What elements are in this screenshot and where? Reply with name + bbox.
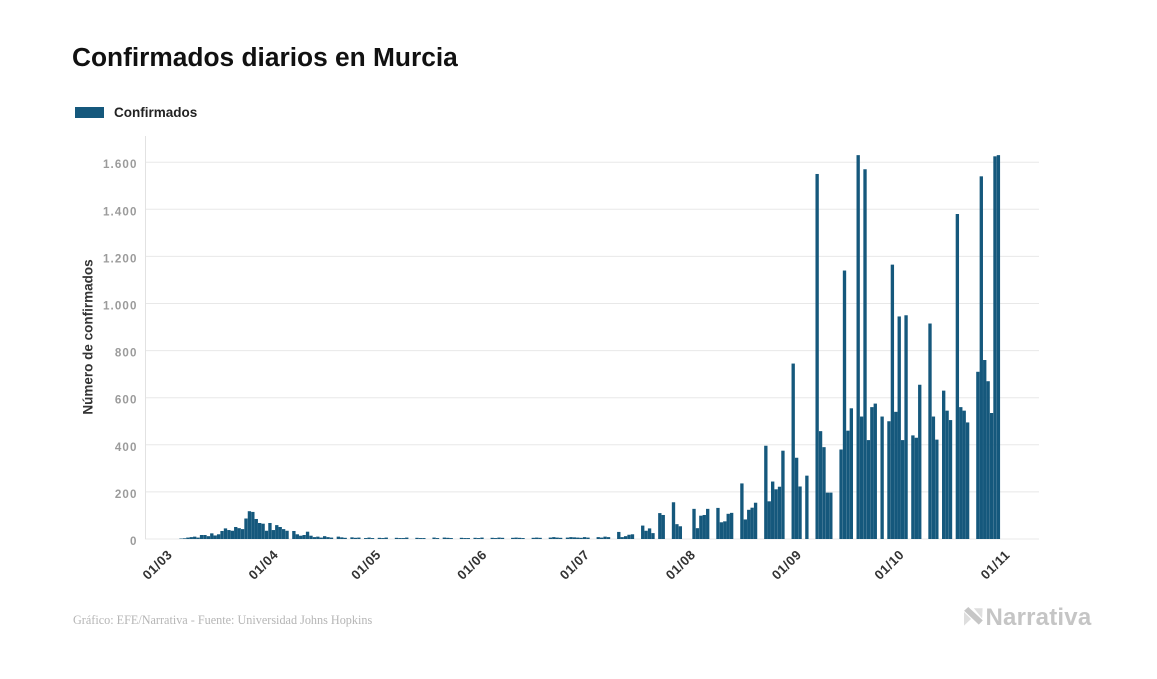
svg-text:1.200: 1.200 bbox=[103, 252, 138, 265]
svg-text:01/11: 01/11 bbox=[978, 547, 1013, 582]
svg-text:01/10: 01/10 bbox=[871, 547, 907, 583]
svg-text:800: 800 bbox=[115, 347, 138, 360]
svg-text:Número de confirmados: Número de confirmados bbox=[81, 259, 96, 414]
svg-text:1.400: 1.400 bbox=[103, 205, 138, 218]
svg-text:01/03: 01/03 bbox=[139, 547, 175, 583]
svg-text:1.600: 1.600 bbox=[103, 158, 138, 171]
svg-text:01/05: 01/05 bbox=[348, 547, 384, 583]
svg-text:0: 0 bbox=[130, 535, 138, 548]
svg-text:600: 600 bbox=[115, 394, 138, 407]
svg-text:01/08: 01/08 bbox=[663, 547, 699, 583]
svg-text:01/04: 01/04 bbox=[245, 547, 281, 583]
svg-text:400: 400 bbox=[115, 441, 138, 454]
svg-text:01/09: 01/09 bbox=[769, 547, 805, 583]
svg-text:01/06: 01/06 bbox=[454, 547, 490, 583]
svg-text:200: 200 bbox=[115, 488, 138, 501]
svg-text:01/07: 01/07 bbox=[557, 547, 593, 583]
svg-text:1.000: 1.000 bbox=[103, 300, 138, 313]
